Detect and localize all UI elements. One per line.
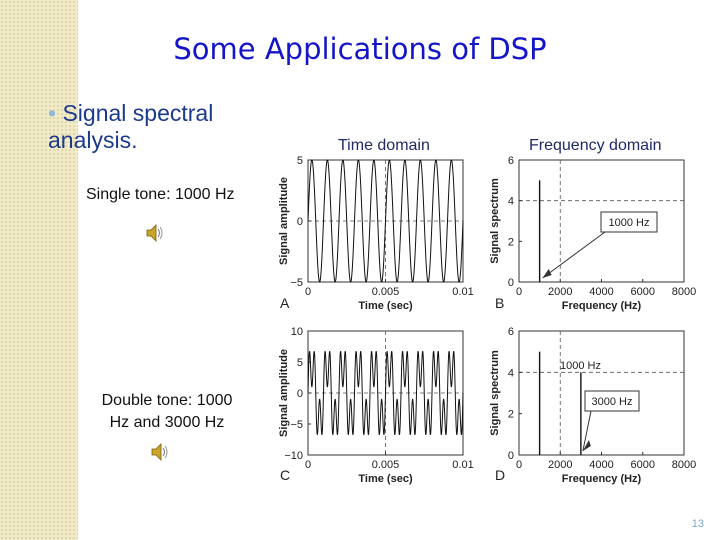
- speaker-icon[interactable]: [144, 222, 166, 244]
- annotation-box: [600, 211, 658, 233]
- y-tick-label: 4: [508, 367, 514, 379]
- annotation-arrow: [582, 410, 592, 452]
- x-tick-label: 0: [516, 286, 522, 298]
- x-tick-label: 4000: [589, 286, 613, 298]
- x-tick-label: 2000: [548, 286, 572, 298]
- x-tick-label: 0.005: [372, 286, 400, 298]
- y-tick-label: 2: [508, 409, 514, 421]
- slide-title: Some Applications of DSP: [173, 32, 547, 66]
- bullet-marker: •: [48, 100, 57, 126]
- x-tick-label: 0.01: [452, 286, 473, 298]
- y-tick-label: 10: [291, 326, 303, 338]
- decorative-side-strip: [0, 0, 78, 540]
- x-tick-label: 8000: [672, 459, 696, 471]
- x-tick-label: 0.005: [372, 459, 400, 471]
- y-tick-label: 0: [508, 277, 514, 289]
- y-axis-label: Signal spectrum: [489, 350, 501, 436]
- y-tick-label: 5: [297, 357, 303, 369]
- x-axis-label: Frequency (Hz): [562, 300, 642, 312]
- x-tick-label: 0.01: [452, 459, 473, 471]
- signal-waveform: [307, 351, 464, 435]
- y-axis-label: Signal amplitude: [278, 349, 290, 437]
- y-tick-label: 5: [297, 155, 303, 167]
- y-tick-label: 0: [508, 450, 514, 462]
- speaker-icon[interactable]: [149, 441, 171, 463]
- annotation-label: 1000 Hz: [609, 217, 650, 229]
- y-axis-label: Signal amplitude: [278, 177, 290, 265]
- x-tick-label: 6000: [631, 459, 655, 471]
- y-tick-label: 4: [508, 196, 514, 208]
- y-tick-label: 0: [297, 216, 303, 228]
- x-tick-label: 4000: [589, 459, 613, 471]
- x-tick-label: 8000: [672, 286, 696, 298]
- x-tick-label: 0: [516, 459, 522, 471]
- x-axis-label: Time (sec): [358, 473, 413, 485]
- page-number: 13: [691, 518, 704, 530]
- y-axis-label: Signal spectrum: [489, 178, 501, 264]
- signal-waveform: [307, 159, 464, 283]
- y-tick-label: −5: [290, 277, 303, 289]
- panel-letter: C: [280, 467, 290, 483]
- annotation-box: [584, 390, 640, 412]
- panel-letter: B: [495, 295, 504, 311]
- single-tone-label: Single tone: 1000 Hz: [86, 186, 235, 203]
- x-tick-label: 0: [305, 459, 311, 471]
- annotation-label: 1000 Hz: [560, 360, 601, 372]
- panel-letter: D: [495, 467, 505, 483]
- y-tick-label: 6: [508, 155, 514, 167]
- bullet-text: Signal spectral analysis.: [48, 100, 214, 153]
- y-tick-label: 2: [508, 236, 514, 248]
- y-tick-label: 6: [508, 326, 514, 338]
- x-tick-label: 2000: [548, 459, 572, 471]
- x-axis-label: Time (sec): [358, 300, 413, 312]
- x-tick-label: 6000: [631, 286, 655, 298]
- y-tick-label: −5: [290, 419, 303, 431]
- y-tick-label: 0: [297, 388, 303, 400]
- annotation-arrowhead: [582, 440, 591, 451]
- panel-letter: A: [280, 295, 290, 311]
- x-tick-label: 0: [305, 286, 311, 298]
- y-tick-label: −10: [284, 450, 303, 462]
- annotation-label: 3000 Hz: [592, 396, 633, 408]
- annotation-arrowhead: [542, 269, 552, 278]
- bullet-item: • Signal spectral analysis.: [48, 100, 268, 154]
- annotation-arrow: [542, 231, 606, 279]
- x-axis-label: Frequency (Hz): [562, 473, 642, 485]
- frequency-domain-heading: Frequency domain: [529, 137, 662, 154]
- time-domain-heading: Time domain: [338, 137, 430, 154]
- double-tone-label: Double tone: 1000 Hz and 3000 Hz: [101, 392, 233, 431]
